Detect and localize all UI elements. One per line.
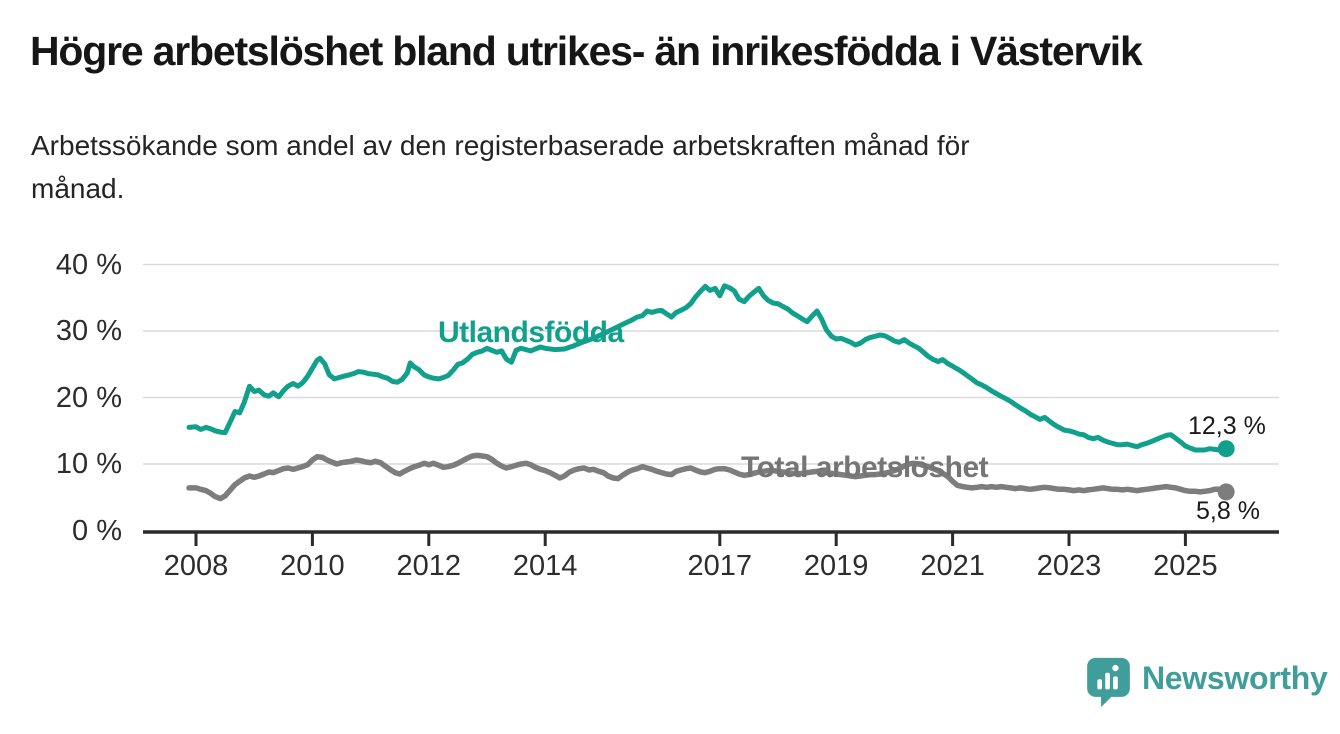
y-tick-label: 20 % [55,381,122,414]
end-point-dot-utlandsfodda [1217,440,1235,458]
chart-subtitle: Arbetssökande som andel av den registerb… [31,124,1291,210]
chart-title: Högre arbetslöshet bland utrikes- än inr… [30,28,1143,74]
y-tick-label: 30 % [55,315,122,347]
x-tick-label: 2019 [803,550,869,582]
end-value-label-utlandsfodda: 12,3 % [1188,412,1266,440]
subtitle-line-2: månad. [31,173,125,204]
x-tick-label: 2025 [1153,550,1218,582]
y-tick-label: 0 % [72,514,122,547]
y-tick-label: 10 % [55,448,122,480]
end-value-label-total: 5,8 % [1196,497,1260,525]
y-tick-label: 40 % [55,248,122,281]
subtitle-line-1: Arbetssökande som andel av den registerb… [31,130,970,161]
x-tick-label: 2021 [920,550,985,582]
x-tick-label: 2017 [687,550,753,582]
series-line-utlandsfodda [186,283,1229,453]
newsworthy-logo: Newsworthy [1085,656,1328,708]
x-tick-label: 2014 [512,550,578,582]
series-label-utlandsfodda: Utlandsfödda [438,316,624,349]
x-tick-label: 2008 [163,550,229,582]
bar-chart-speech-bubble-icon [1087,657,1130,708]
x-tick-label: 2023 [1036,550,1102,582]
x-tick-label: 2012 [396,550,462,582]
x-tick-label: 2010 [280,550,345,582]
newsworthy-wordmark: Newsworthy [1142,660,1328,696]
series-label-total-arbetsloshet: Total arbetslöshet [741,451,989,484]
series-line-total [186,452,1229,502]
